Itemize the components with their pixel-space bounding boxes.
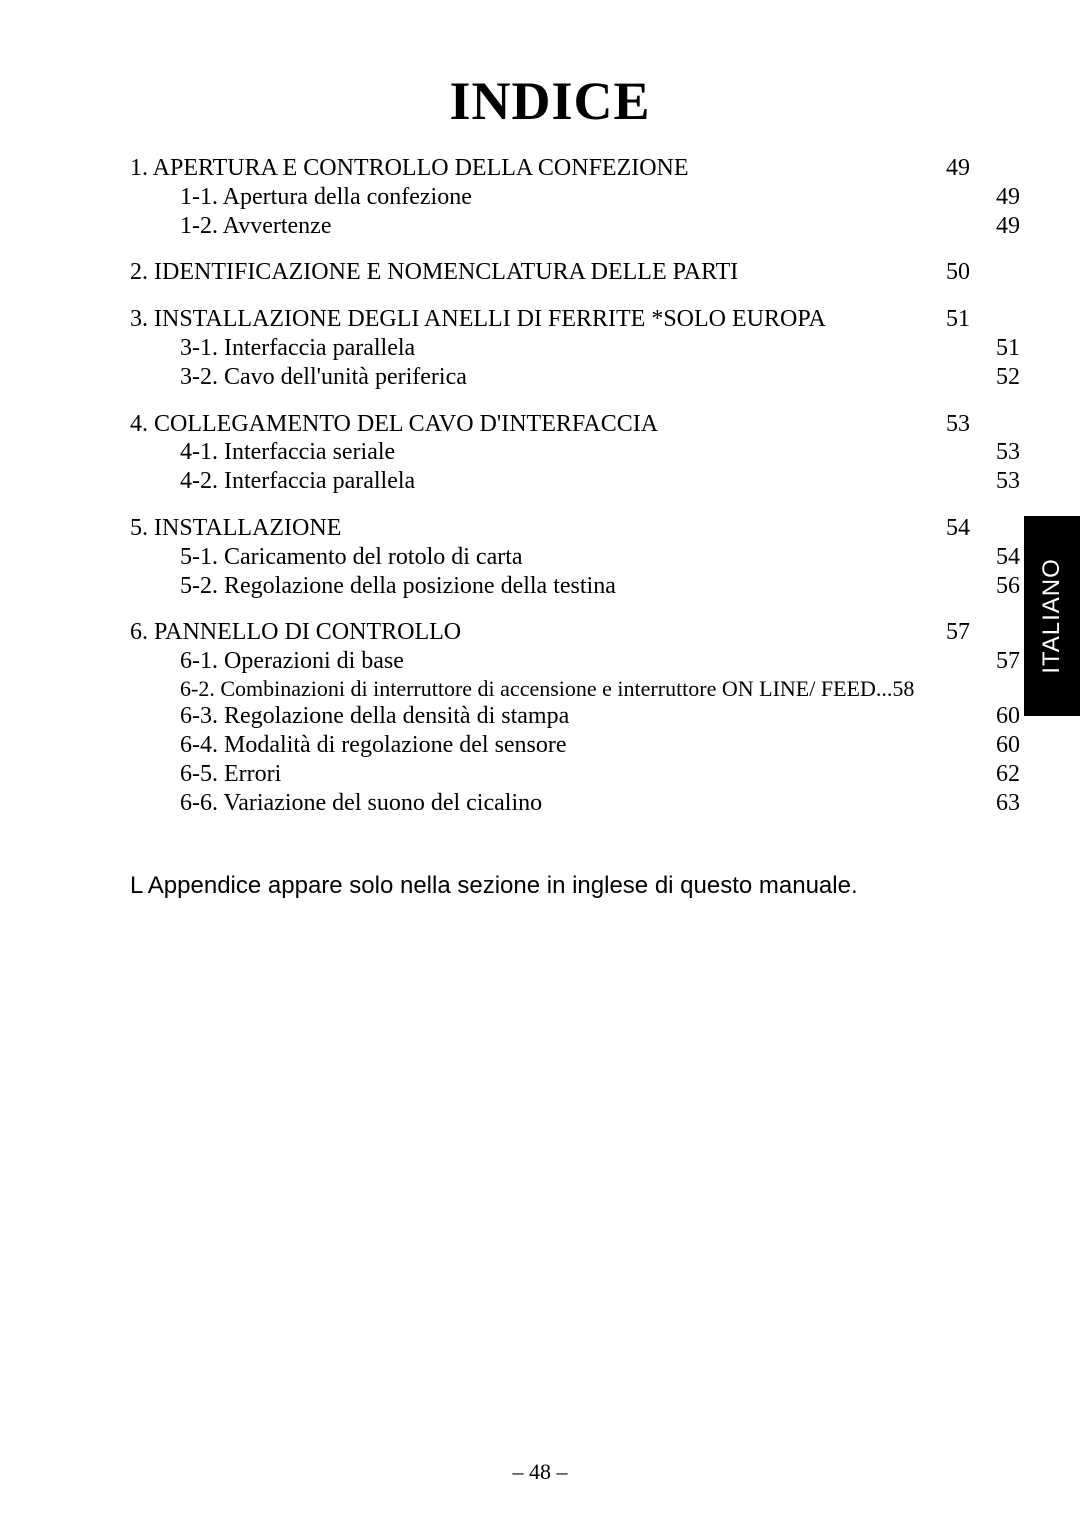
toc-section: 1. APERTURA E CONTROLLO DELLA CONFEZIONE… — [130, 154, 970, 240]
toc-sub-row: 6-4. Modalità di regolazione del sensore… — [130, 731, 1020, 760]
toc-sub-label: 5-1. Caricamento del rotolo di carta — [180, 543, 523, 572]
toc-sub-label: 4-1. Interfaccia seriale — [180, 438, 395, 467]
toc-sub-row: 6-2. Combinazioni di interruttore di acc… — [130, 676, 1020, 702]
toc-sub-row: 5-2. Regolazione della posizione della t… — [130, 572, 1020, 601]
toc-sub-page: 53 — [996, 467, 1020, 496]
toc-heading-label: 6. PANNELLO DI CONTROLLO — [130, 618, 461, 647]
toc-heading-label: 3. INSTALLAZIONE DEGLI ANELLI DI FERRITE… — [130, 305, 826, 334]
toc-sub-page: 60 — [996, 702, 1020, 731]
toc-heading-page: 51 — [946, 305, 970, 334]
toc-sub-row: 6-6. Variazione del suono del cicalino 6… — [130, 789, 1020, 818]
toc-section: 2. IDENTIFICAZIONE E NOMENCLATURA DELLE … — [130, 258, 970, 287]
page-container: INDICE 1. APERTURA E CONTROLLO DELLA CON… — [0, 0, 1080, 1533]
toc-sub-list: 1-1. Apertura della confezione 491-2. Av… — [130, 183, 970, 241]
toc-sub-row: 5-1. Caricamento del rotolo di carta 54 — [130, 543, 1020, 572]
toc-sub-list: 3-1. Interfaccia parallela 513-2. Cavo d… — [130, 334, 970, 392]
toc-sub-row: 3-2. Cavo dell'unità periferica 52 — [130, 363, 1020, 392]
toc-heading-row: 6. PANNELLO DI CONTROLLO 57 — [130, 618, 970, 647]
toc-heading-label: 5. INSTALLAZIONE — [130, 514, 341, 543]
toc-sub-label: 1-1. Apertura della confezione — [180, 183, 472, 212]
toc-sub-row: 1-2. Avvertenze 49 — [130, 212, 1020, 241]
toc-heading-page: 50 — [946, 258, 970, 287]
toc-sub-row: 6-3. Regolazione della densità di stampa… — [130, 702, 1020, 731]
toc-section: 4. COLLEGAMENTO DEL CAVO D'INTERFACCIA 5… — [130, 410, 970, 496]
toc-sub-page: 51 — [996, 334, 1020, 363]
toc-heading-page: 53 — [946, 410, 970, 439]
toc-sub-label: 6-6. Variazione del suono del cicalino — [180, 789, 542, 818]
toc-sub-row: 6-1. Operazioni di base 57 — [130, 647, 1020, 676]
toc-sub-label: 3-2. Cavo dell'unità periferica — [180, 363, 467, 392]
toc-sub-label: 6-1. Operazioni di base — [180, 647, 404, 676]
toc-heading-label: 2. IDENTIFICAZIONE E NOMENCLATURA DELLE … — [130, 258, 738, 287]
toc-heading-row: 4. COLLEGAMENTO DEL CAVO D'INTERFACCIA 5… — [130, 410, 970, 439]
toc-sub-page: 49 — [996, 183, 1020, 212]
toc-sub-page: 58 — [892, 676, 914, 702]
toc-sub-list: 5-1. Caricamento del rotolo di carta 545… — [130, 543, 970, 601]
toc-sub-row: 6-5. Errori 62 — [130, 760, 1020, 789]
toc-sub-label: 3-1. Interfaccia parallela — [180, 334, 415, 363]
toc-heading-page: 49 — [946, 154, 970, 183]
toc-heading-row: 5. INSTALLAZIONE 54 — [130, 514, 970, 543]
toc-section: 3. INSTALLAZIONE DEGLI ANELLI DI FERRITE… — [130, 305, 970, 391]
toc-sub-row: 3-1. Interfaccia parallela 51 — [130, 334, 1020, 363]
toc-heading-label: 4. COLLEGAMENTO DEL CAVO D'INTERFACCIA — [130, 410, 658, 439]
toc-sub-label: 6-2. Combinazioni di interruttore di acc… — [180, 676, 876, 702]
toc-sub-label: 6-5. Errori — [180, 760, 281, 789]
toc-section: 6. PANNELLO DI CONTROLLO 576-1. Operazio… — [130, 618, 970, 817]
toc-heading-row: 1. APERTURA E CONTROLLO DELLA CONFEZIONE… — [130, 154, 970, 183]
toc-sub-list: 6-1. Operazioni di base 576-2. Combinazi… — [130, 647, 970, 817]
toc-sub-page: 62 — [996, 760, 1020, 789]
toc-heading-page: 57 — [946, 618, 970, 647]
toc-heading-row: 3. INSTALLAZIONE DEGLI ANELLI DI FERRITE… — [130, 305, 970, 334]
toc-sub-label: 4-2. Interfaccia parallela — [180, 467, 415, 496]
toc-sub-list: 4-1. Interfaccia seriale 534-2. Interfac… — [130, 438, 970, 496]
toc-sub-page: 56 — [996, 572, 1020, 601]
toc-sub-page: 52 — [996, 363, 1020, 392]
toc-sub-row: 1-1. Apertura della confezione 49 — [130, 183, 1020, 212]
toc-short-leader: ... — [876, 676, 893, 702]
toc-sub-label: 1-2. Avvertenze — [180, 212, 332, 241]
appendix-note: L Appendice appare solo nella sezione in… — [130, 872, 970, 900]
toc-sub-label: 6-4. Modalità di regolazione del sensore — [180, 731, 567, 760]
toc-sub-page: 63 — [996, 789, 1020, 818]
toc-section: 5. INSTALLAZIONE 545-1. Caricamento del … — [130, 514, 970, 600]
toc-heading-row: 2. IDENTIFICAZIONE E NOMENCLATURA DELLE … — [130, 258, 970, 287]
language-tab-label: ITALIANO — [1038, 558, 1066, 674]
toc-sub-label: 5-2. Regolazione della posizione della t… — [180, 572, 616, 601]
toc-sub-page: 49 — [996, 212, 1020, 241]
page-number: – 48 – — [0, 1459, 1080, 1485]
toc-sub-row: 4-1. Interfaccia seriale 53 — [130, 438, 1020, 467]
table-of-contents: 1. APERTURA E CONTROLLO DELLA CONFEZIONE… — [130, 154, 970, 818]
toc-sub-label: 6-3. Regolazione della densità di stampa — [180, 702, 569, 731]
toc-heading-label: 1. APERTURA E CONTROLLO DELLA CONFEZIONE — [130, 154, 689, 183]
toc-sub-page: 60 — [996, 731, 1020, 760]
toc-sub-page: 54 — [996, 543, 1020, 572]
toc-heading-page: 54 — [946, 514, 970, 543]
toc-sub-page: 57 — [996, 647, 1020, 676]
toc-sub-row: 4-2. Interfaccia parallela 53 — [130, 467, 1020, 496]
toc-sub-page: 53 — [996, 438, 1020, 467]
language-tab: ITALIANO — [1024, 516, 1080, 716]
page-title: INDICE — [130, 70, 970, 132]
